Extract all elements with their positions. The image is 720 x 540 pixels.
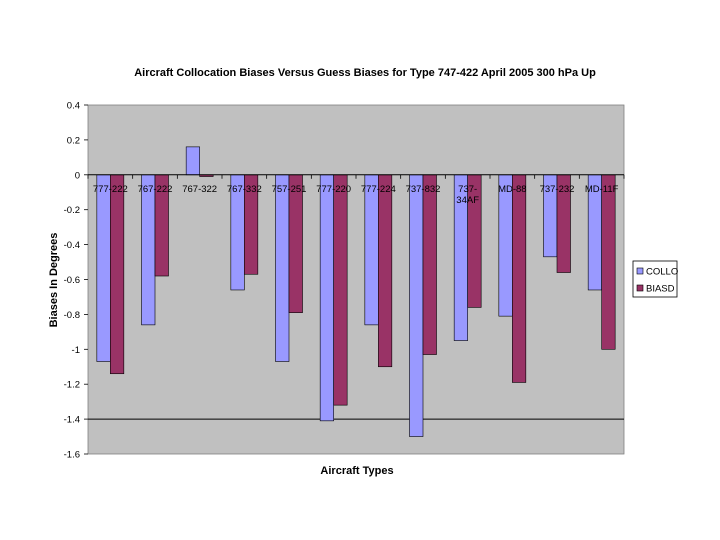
y-tick-label: -0.6 [64,275,80,286]
bar-collo-777-220 [319,174,334,422]
category-label: 777-224 [361,184,396,195]
y-tick-label: 0.4 [67,101,80,112]
category-label: 737-232 [540,184,575,195]
category-label: 737-34AF [456,184,479,206]
bar-biasd-md-88 [512,174,527,383]
bar-collo-767-222 [141,174,156,326]
bar-biasd-777-224 [378,174,393,368]
bar-collo-767-322 [185,146,200,176]
y-tick-label: 0.2 [67,135,80,146]
category-labels: 777-222 767-222 767-322 767-332 757-251 777-2… [93,184,619,206]
bar-collo-737-832 [409,174,424,437]
legend-box [632,260,678,298]
bar-biasd-737-832 [422,174,437,355]
category-label: 757-251 [272,184,307,195]
bar-collo-md-88 [498,174,513,317]
legend: COLLO BIASD [632,260,678,298]
legend-label-biasd: BIASD [646,284,675,295]
category-label: 777-220 [316,184,351,195]
category-label: 737-832 [406,184,441,195]
bar-biasd-md-11f [601,174,616,350]
category-label: 777-222 [93,184,128,195]
y-tick-label: -0.8 [64,310,80,321]
category-label: MD-88 [498,184,527,195]
legend-swatch-biasd [636,284,644,292]
y-tick-label: -1 [72,345,80,356]
bar-biasd-757-251 [288,174,303,313]
category-label: 767-222 [138,184,173,195]
y-tick-label: -0.4 [64,240,80,251]
y-tick-label: 0 [75,170,80,181]
category-label: MD-11F [585,184,619,195]
y-tick-label: -1.6 [64,450,80,461]
plot-area [87,104,625,455]
bar-collo-777-222 [96,174,111,362]
y-tick-label: -0.2 [64,205,80,216]
legend-swatch-collo [636,267,644,275]
legend-label-collo: COLLO [646,267,678,278]
x-axis-label: Aircraft Types [320,465,393,477]
bar-biasd-777-220 [333,174,348,406]
y-axis-label: Biases In Degrees [48,233,60,328]
y-axis-ticks: 0.4 0.2 0 -0.2 -0.4 -0.6 -0.8 -1 -1.2 -1.4 -1.6 [64,101,88,461]
bar-collo-757-251 [275,174,290,362]
bar-biasd-777-222 [110,174,125,375]
category-label: 767-322 [182,184,217,195]
y-tick-label: -1.4 [64,415,80,426]
category-label: 767-332 [227,184,262,195]
bar-collo-777-224 [364,174,379,326]
chart-title: Aircraft Collocation Biases Versus Guess… [134,67,596,79]
bars [96,146,616,437]
zero-axis [87,174,625,179]
y-tick-label: -1.2 [64,380,80,391]
